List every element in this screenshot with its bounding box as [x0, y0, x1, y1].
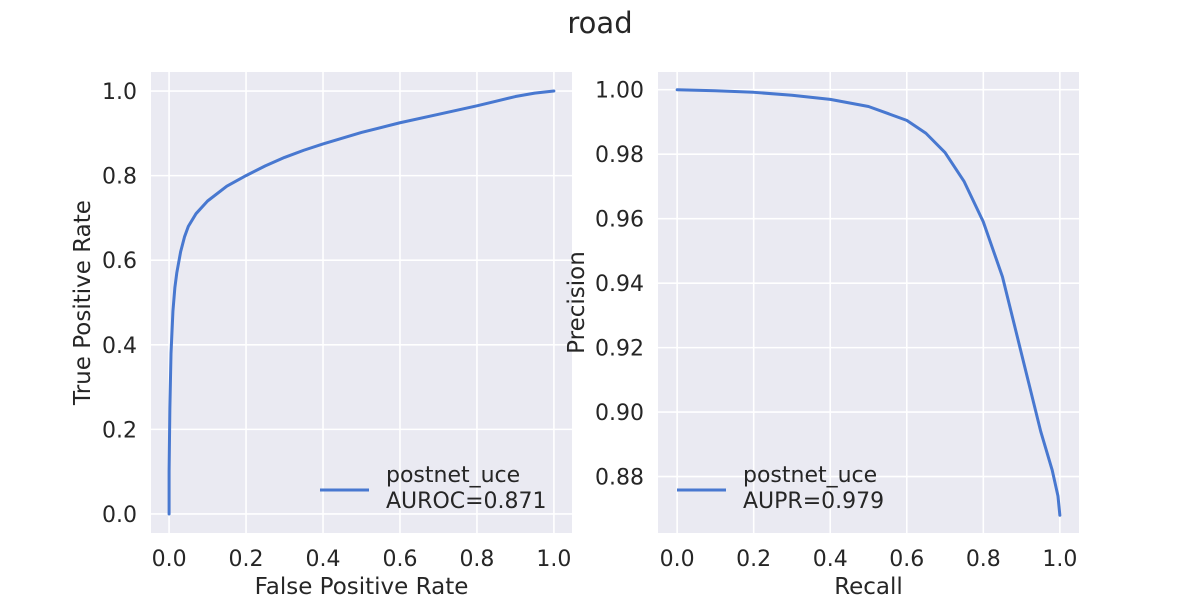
pr-legend-label: postnet_uce: [743, 463, 877, 488]
roc-x-tick-label: 1.0: [536, 547, 571, 572]
pr-x-tick-label: 0.6: [889, 547, 924, 572]
pr-y-tick-label: 1.00: [595, 79, 644, 104]
pr-series-line: [675, 88, 1062, 517]
roc-plot-area: [151, 72, 572, 533]
pr-chart: 0.0 0.2 0.4 0.6 0.8 1.0 0.88 0.90 0.92 0.94 0.96 0.…: [564, 72, 1079, 600]
roc-x-tick-label: 0.4: [306, 547, 341, 572]
roc-y-tick-label: 0.4: [102, 334, 137, 359]
roc-x-tick-label: 0.0: [152, 547, 187, 572]
pr-y-tick-label: 0.92: [595, 337, 644, 362]
roc-x-tick-label: 0.2: [229, 547, 264, 572]
pr-x-tick-label: 0.8: [966, 547, 1001, 572]
pr-legend-label: AUPR=0.979: [743, 489, 884, 514]
pr-x-tick-label: 1.0: [1042, 547, 1077, 572]
roc-y-tick-label: 0.2: [102, 418, 137, 443]
roc-chart: 0.0 0.2 0.4 0.6 0.8 1.0 0.0 0.2 0.4 0.6 0.8 1.0 Fals…: [70, 72, 572, 600]
roc-y-tick-label: 0.6: [102, 249, 137, 274]
pr-x-tick-label: 0.2: [736, 547, 771, 572]
roc-x-tick-label: 0.6: [382, 547, 417, 572]
pr-y-tick-label: 0.98: [595, 143, 644, 168]
pr-x-axis-label: Recall: [834, 574, 903, 600]
roc-y-tick-label: 1.0: [102, 80, 137, 105]
pr-x-tick-label: 0.0: [660, 547, 695, 572]
pr-y-tick-label: 0.88: [595, 466, 644, 491]
pr-y-axis-label: Precision: [564, 251, 590, 354]
roc-series-line: [167, 89, 556, 516]
pr-y-tick-label: 0.96: [595, 208, 644, 233]
roc-y-tick-label: 0.0: [102, 503, 137, 528]
roc-x-axis-label: False Positive Rate: [255, 574, 469, 600]
roc-y-tick-label: 0.8: [102, 165, 137, 190]
roc-y-axis-label: True Positive Rate: [70, 200, 96, 406]
pr-y-tick-label: 0.90: [595, 401, 644, 426]
figure-title: road: [567, 6, 633, 40]
roc-legend-label: AUROC=0.871: [386, 489, 547, 514]
pr-x-tick-label: 0.4: [813, 547, 848, 572]
roc-legend-label: postnet_uce: [386, 463, 520, 488]
pr-y-tick-label: 0.94: [595, 272, 644, 297]
roc-x-tick-label: 0.8: [459, 547, 494, 572]
